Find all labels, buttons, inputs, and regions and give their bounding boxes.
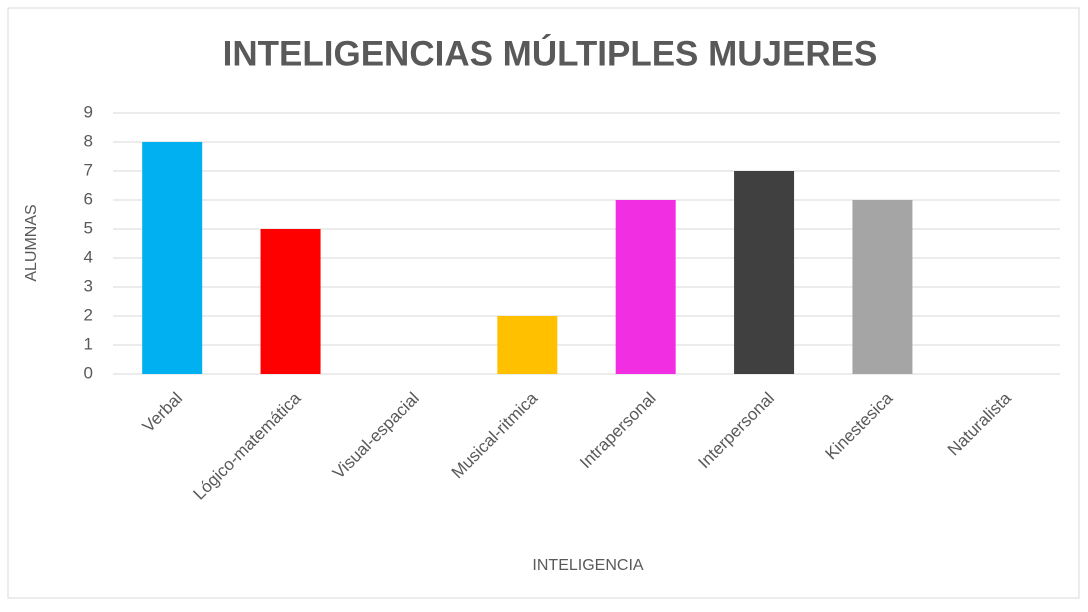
- y-tick-label: 7: [84, 160, 93, 179]
- y-tick-label: 4: [84, 247, 93, 266]
- bar: [852, 200, 913, 374]
- bar: [260, 229, 321, 374]
- y-axis-label: ALUMNAS: [23, 204, 40, 281]
- y-tick-label: 3: [84, 276, 93, 295]
- y-tick-label: 8: [84, 131, 93, 150]
- x-axis-label: INTELIGENCIA: [532, 557, 643, 574]
- bar: [497, 316, 558, 374]
- bar: [142, 142, 203, 374]
- y-tick-label: 2: [84, 305, 93, 324]
- y-tick-label: 9: [84, 102, 93, 121]
- chart-title: INTELIGENCIAS MÚLTIPLES MUJERES: [223, 33, 878, 73]
- bar: [734, 171, 795, 374]
- y-tick-label: 1: [84, 334, 93, 353]
- y-tick-label: 0: [84, 363, 93, 382]
- y-tick-label: 5: [84, 218, 93, 237]
- y-tick-label: 6: [84, 189, 93, 208]
- bar: [615, 200, 676, 374]
